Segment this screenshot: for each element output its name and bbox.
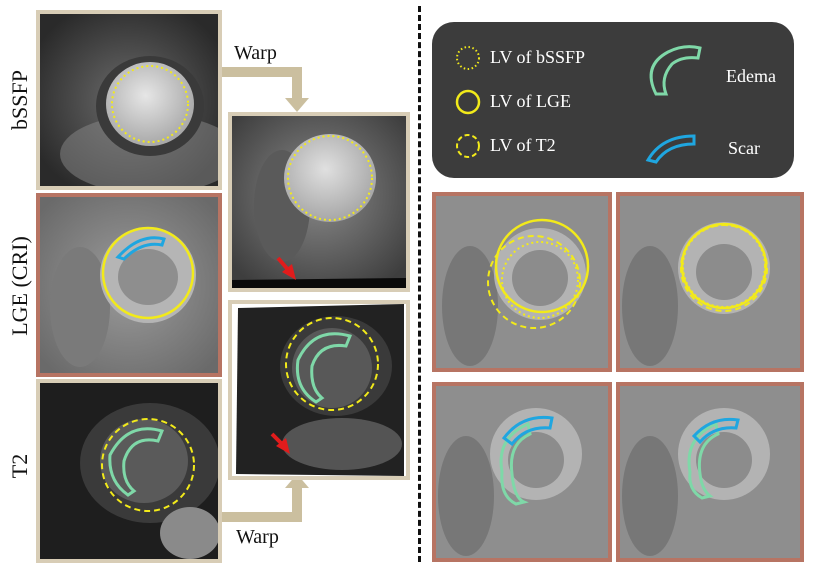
t2-image bbox=[36, 379, 222, 563]
dashed-circle-icon bbox=[456, 134, 480, 158]
lge-image bbox=[36, 193, 222, 377]
section-divider bbox=[418, 6, 421, 562]
lv-lge-contour bbox=[101, 226, 195, 320]
result-scar-edema-2 bbox=[616, 382, 804, 562]
edema-contour-icon bbox=[649, 45, 702, 96]
dotted-circle-icon bbox=[456, 46, 480, 70]
warped-t2-image bbox=[228, 300, 410, 480]
result-lv-overlay-1 bbox=[432, 192, 612, 372]
solid-circle-icon bbox=[455, 89, 481, 115]
legend-lv-lge: LV of LGE bbox=[490, 91, 571, 111]
artifact-arrow-icon bbox=[276, 256, 296, 280]
lv-t2-warped-contour bbox=[285, 317, 379, 411]
warp-arrow-icon bbox=[222, 67, 302, 522]
artifact-arrow-icon bbox=[270, 432, 290, 454]
legend-scar: Scar bbox=[728, 138, 760, 158]
legend-lv-bssfp: LV of bSSFP bbox=[490, 47, 586, 67]
legend-box: LV of bSSFP LV of LGE LV of T2 Edema Sca… bbox=[432, 22, 794, 178]
lv-bssfp-warped-contour bbox=[287, 135, 373, 221]
legend-lv-t2: LV of T2 bbox=[490, 135, 556, 155]
bssfp-image bbox=[36, 10, 222, 190]
result-scar-edema-1 bbox=[432, 382, 612, 562]
lv-t2-contour bbox=[101, 418, 195, 512]
lv-bssfp-contour bbox=[111, 65, 189, 143]
edema-warped-contour bbox=[295, 332, 353, 404]
scar-contour bbox=[115, 236, 166, 261]
warp-label-top: Warp bbox=[234, 42, 277, 64]
edema-contour bbox=[108, 427, 165, 497]
legend-edema: Edema bbox=[726, 66, 776, 86]
scar-contour-icon bbox=[645, 134, 696, 164]
result-lv-overlay-2 bbox=[616, 192, 804, 372]
warped-bssfp-image bbox=[228, 112, 410, 292]
warp-label-bottom: Warp bbox=[236, 526, 279, 548]
